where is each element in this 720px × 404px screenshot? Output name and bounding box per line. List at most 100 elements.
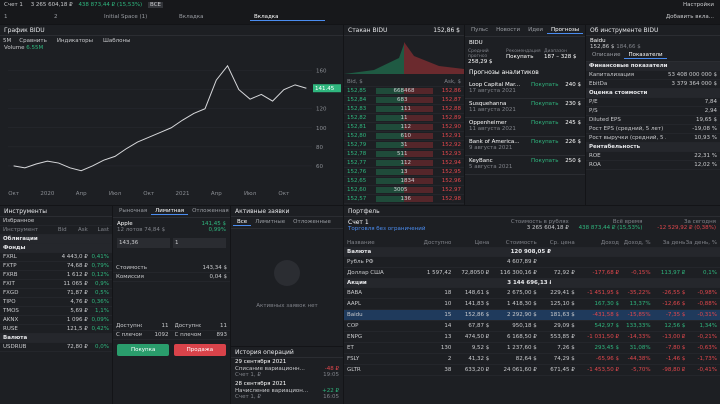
row: С плечом 893 [171, 331, 230, 340]
tool[interactable]: Шаблоны [103, 37, 131, 44]
change: 438 873,44 ₽ (15,53%) [78, 2, 143, 8]
cell: -44,38% [627, 356, 651, 362]
col: Доступно 11 С плечом 1092 [113, 322, 172, 340]
tab[interactable]: 1 [4, 14, 8, 20]
cell: 0,0% [95, 344, 110, 350]
cell: 152,94 [441, 160, 461, 166]
stat-value: 258,29 $ [468, 59, 493, 65]
row: P/E 7,84 [586, 98, 720, 107]
x-tick-label: Апр [211, 191, 222, 197]
rating: Покупать [531, 120, 559, 126]
cell: P/S [589, 108, 598, 114]
row: FXGD 71,87 ₽ 0,5% [0, 289, 112, 298]
tab[interactable]: Прогнозы [546, 27, 584, 34]
cell: -98,80 ₽ [662, 367, 686, 373]
cell: Доступно [116, 323, 143, 329]
row: Доступно 11 [171, 322, 230, 331]
cell: 24 061,60 ₽ [503, 367, 537, 373]
cell: TMOS [3, 308, 19, 314]
tab[interactable]: Initial Space (1) [104, 14, 148, 20]
price-line [13, 64, 307, 172]
settings[interactable]: Настройки [682, 2, 714, 8]
tool[interactable]: Индикаторы [56, 37, 93, 44]
row: Капитализация 53 408 000 000 $ [586, 71, 720, 80]
tab[interactable]: Новости [496, 27, 521, 33]
section: Облигации [0, 235, 112, 244]
row: Рост EPS (средний, 5 лет) -19,08 % [586, 125, 720, 134]
filter[interactable]: ВСЕ [147, 2, 164, 8]
title: Об инструменте BIDU [590, 27, 659, 34]
add-tab[interactable]: Добавить вкла... [665, 14, 714, 20]
tab[interactable]: Лимитные [255, 219, 286, 225]
cell: 29,09 $ [553, 323, 575, 329]
cell: 1,34% [699, 323, 718, 329]
cell: 1 [404, 115, 433, 121]
cell: 1 [404, 151, 433, 157]
cell: 121,5 ₽ [66, 326, 88, 332]
qty-input[interactable]: 1 [173, 238, 226, 248]
tab[interactable]: Вкладка [250, 14, 325, 21]
row: 152,83 1 11 152,88 [344, 105, 464, 114]
cell: 38 [444, 367, 452, 373]
tab[interactable]: Отложенная [192, 208, 229, 214]
stat: Средний прогноз 258,29 $ [468, 49, 506, 65]
available: Доступно 11 С плечом 1092 Доступно 11 С плечом… [113, 322, 230, 340]
list-select[interactable]: Избранное [0, 217, 112, 226]
cell: -0,31% [697, 312, 718, 318]
cell: 51 [375, 151, 404, 157]
stat-value: -12 529,92 ₽ (0,38%) [657, 225, 716, 231]
cell: USDRUB [3, 344, 27, 350]
cell: 542,97 $ [594, 323, 619, 329]
cell: 1 096 ₽ [66, 317, 88, 323]
tab[interactable]: Показатели [624, 52, 667, 59]
tab[interactable]: Пульс [471, 27, 489, 33]
cell: -0,21% [697, 334, 718, 340]
cell: Bid [57, 227, 67, 233]
analyst: Loop Capital Mar... [469, 82, 521, 88]
row: ET 130 9,52 $ 1 237,60 $ 7,26 $ 293,45 $ 31,08… [344, 343, 720, 354]
date: 5 августа 2021 [469, 164, 513, 170]
interval[interactable]: 5M [3, 37, 12, 44]
cell: Доступно [423, 240, 452, 246]
op-name: Начисление вариацион... [235, 388, 309, 394]
section-total: 3 144 696,13 ₽ [507, 280, 551, 286]
tool[interactable]: Сравнить [19, 37, 47, 44]
cell: -14,33% [627, 334, 651, 340]
cell: Ср. цена [549, 240, 575, 246]
cell: 4 607,89 ₽ [507, 259, 537, 265]
tab[interactable]: Идеи [528, 27, 543, 33]
cell: -5,70% [631, 367, 651, 373]
cell: -0,98% [697, 290, 718, 296]
tab[interactable]: Отложенные [293, 219, 331, 225]
tab[interactable]: 2 [54, 14, 58, 20]
cell: 152,82 [347, 115, 367, 121]
section: Прогнозы аналитиков [469, 69, 539, 76]
toolbar: 5M Сравнить Индикаторы Шаблоны [0, 36, 343, 45]
price-input[interactable]: 143,36 [117, 238, 170, 248]
orderbook-panel: Стакан BIDU 152,86 $ Bid, $ Ask, $ 152,85 6… [344, 25, 464, 205]
mode: Торговля без ограничений [348, 226, 426, 232]
buy-button[interactable]: Покупка [117, 344, 170, 356]
cell: 834 [404, 178, 433, 184]
cell: 0,09% [91, 317, 110, 323]
cell: AAPL [347, 301, 362, 307]
cell: 668 [375, 88, 404, 94]
tab[interactable]: Описание [592, 52, 621, 58]
cell: -1,46 $ [665, 356, 686, 362]
tab[interactable]: Лимитная [151, 208, 189, 215]
tab[interactable]: Все [233, 219, 252, 226]
account[interactable]: Счет 1 [4, 2, 23, 8]
tab[interactable]: Рыночная [119, 208, 148, 214]
row: USDRUB 72,80 ₽ 0,0% [0, 343, 112, 352]
rating: Покупать [531, 139, 559, 145]
tab[interactable]: Вкладка [179, 14, 204, 20]
cell: 152,65 [347, 178, 367, 184]
sell-button[interactable]: Продажа [173, 344, 226, 356]
list[interactable]: Избранное [3, 218, 35, 224]
cell: -12,66 $ [662, 301, 686, 307]
row: 152,60 300 5 152,97 [344, 186, 464, 195]
stat-label: Диапазон [544, 49, 567, 54]
cell: 1 612 ₽ [66, 272, 88, 278]
stat: Стоимость в рублях 3 265 604,18 ₽ [495, 219, 569, 237]
